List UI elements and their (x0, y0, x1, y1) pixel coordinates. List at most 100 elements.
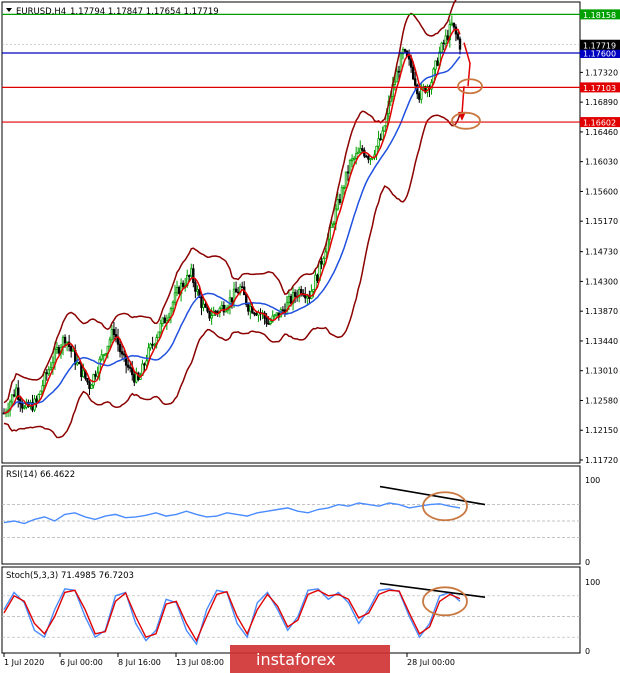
candle-body (336, 199, 340, 210)
candle-body (100, 354, 103, 360)
candle-body (338, 199, 342, 203)
candle-body (446, 35, 449, 40)
candle-body (151, 343, 154, 346)
candle-body (43, 372, 46, 386)
chart-collapse-icon[interactable] (6, 8, 12, 12)
candle-body (367, 156, 370, 160)
y-tick-label: 1.13440 (585, 337, 618, 346)
candle-body (324, 251, 327, 259)
candle-body (330, 223, 333, 228)
candle-body (210, 315, 213, 319)
candle-body (114, 334, 118, 338)
candle-body (112, 329, 116, 335)
candle-body (316, 274, 319, 281)
candle-body (245, 294, 248, 305)
y-tick-label: 1.12580 (585, 396, 618, 405)
candle-body (236, 291, 240, 294)
y-tick-label: 1.15600 (585, 187, 618, 196)
x-tick-label: 13 Jul 08:00 (176, 658, 224, 667)
candle-body (163, 317, 167, 324)
candle-body (94, 374, 97, 377)
candle-body (409, 58, 413, 68)
candle-body (320, 260, 323, 265)
candle-body (273, 314, 276, 317)
candle-body (411, 66, 415, 80)
stoch-divergence-ellipse (422, 586, 468, 617)
candle-body (10, 394, 14, 403)
candle-body (133, 374, 136, 383)
rsi-y-label: 0 (585, 558, 590, 567)
stoch-y-label: 0 (585, 647, 590, 656)
candle-body (267, 322, 270, 325)
candle-body (200, 296, 203, 308)
candle-body (129, 366, 132, 369)
chart-header-ohlc: 1.17794 1.17847 1.17654 1.17719 (70, 7, 219, 17)
candle-body (12, 394, 16, 397)
candle-body (49, 367, 53, 371)
svg-text:instaforex: instaforex (256, 650, 336, 669)
candle-body (383, 125, 386, 132)
candle-body (72, 349, 75, 352)
candle-body (90, 384, 93, 390)
price-level-label: 1.17103 (583, 84, 616, 93)
candle-body (306, 296, 309, 299)
candle-body (456, 33, 460, 40)
y-tick-label: 1.12150 (585, 426, 618, 435)
rsi-panel[interactable] (1, 465, 581, 565)
y-tick-label: 1.16030 (585, 158, 618, 167)
candle-body (41, 385, 44, 392)
candle-body (21, 403, 24, 409)
candle-body (458, 38, 462, 50)
candle-body (65, 341, 69, 344)
candle-body (171, 301, 175, 310)
candle-body (401, 49, 405, 55)
candle-body (436, 60, 439, 66)
candle-body (403, 49, 407, 52)
rsi-y-label: 100 (585, 476, 600, 485)
candle-body (346, 171, 350, 174)
candle-body (45, 372, 48, 375)
candle-body (177, 286, 181, 294)
candle-body (173, 292, 177, 303)
candle-body (96, 372, 99, 377)
price-level-label: 1.16602 (583, 119, 616, 128)
candle-body (381, 130, 384, 140)
candle-body (269, 320, 272, 324)
candle-body (159, 322, 162, 333)
candle-body (359, 148, 362, 153)
candle-body (300, 289, 303, 294)
candle-body (234, 288, 238, 293)
candle-body (247, 304, 250, 312)
candle-body (281, 309, 285, 312)
candle-body (190, 268, 193, 277)
candle-body (194, 282, 197, 292)
candle-body (448, 24, 452, 40)
candle-body (379, 138, 382, 141)
candle-body (153, 343, 156, 346)
candle-body (104, 353, 107, 356)
candle-body (53, 349, 57, 364)
candle-body (131, 367, 134, 376)
candle-body (397, 70, 401, 73)
candle-body (208, 310, 211, 319)
candle-body (198, 289, 201, 298)
watermark: instaforex (230, 645, 390, 673)
candle-body (110, 329, 114, 341)
y-tick-label: 1.15170 (585, 217, 618, 226)
candle-body (204, 303, 207, 308)
candle-body (275, 312, 278, 316)
candle-body (122, 353, 126, 356)
candle-body (332, 223, 335, 226)
candle-body (86, 377, 89, 383)
stoch-panel[interactable] (1, 566, 581, 654)
candle-body (314, 274, 317, 290)
price-panel[interactable] (1, 1, 581, 464)
y-tick-label: 1.13870 (585, 307, 618, 316)
candle-body (92, 374, 95, 386)
candle-body (78, 362, 81, 365)
candle-body (352, 157, 356, 160)
candle-body (418, 93, 421, 100)
candle-body (230, 297, 234, 303)
candle-body (322, 258, 325, 265)
